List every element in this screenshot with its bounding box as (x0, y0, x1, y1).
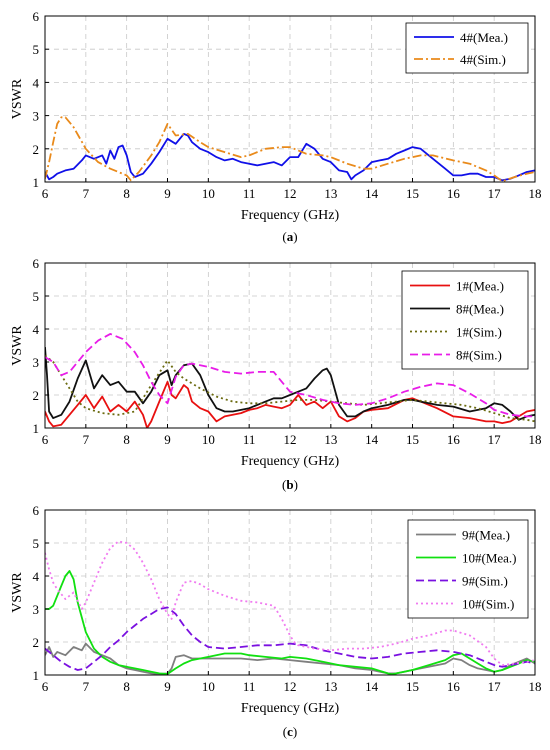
y-tick-label: 1 (33, 175, 40, 190)
legend-box (401, 270, 529, 370)
legend-entry: 4#(Sim.) (460, 52, 506, 67)
y-tick-label: 4 (33, 322, 40, 337)
y-tick-label: 1 (33, 421, 40, 436)
x-tick-label: 12 (284, 679, 297, 694)
legend-entry: 9#(Mea.) (462, 528, 510, 543)
x-axis-label: Frequency (GHz) (241, 454, 340, 469)
y-axis-label: VSWR (10, 325, 25, 366)
x-tick-label: 18 (529, 186, 542, 201)
y-tick-label: 5 (33, 536, 40, 551)
y-tick-label: 6 (33, 9, 40, 24)
legend: 1#(Mea.) 8#(Mea.) 1#(Sim.) 8#(Sim.) (401, 270, 529, 370)
x-tick-label: 8 (123, 186, 130, 201)
legend-box (407, 519, 529, 619)
x-tick-label: 9 (164, 679, 171, 694)
legend-entry: 1#(Sim.) (456, 325, 502, 340)
y-tick-label: 6 (33, 503, 40, 518)
legend-entry: 9#(Sim.) (462, 574, 508, 589)
legend-box (405, 22, 529, 74)
panel-caption: (b) (282, 477, 298, 492)
x-tick-label: 15 (406, 186, 419, 201)
x-tick-label: 16 (447, 186, 461, 201)
legend-entry: 1#(Mea.) (456, 279, 504, 294)
x-tick-label: 17 (488, 432, 502, 447)
series-line-2-2 (45, 347, 535, 421)
y-tick-label: 3 (33, 602, 40, 617)
x-tick-label: 7 (83, 679, 90, 694)
legend-entry: 8#(Mea.) (456, 302, 504, 317)
legend-entry: 4#(Mea.) (460, 30, 508, 45)
x-tick-label: 7 (83, 432, 90, 447)
series-line-2-1 (45, 380, 535, 428)
series-line-3-3 (45, 606, 535, 671)
y-tick-label: 3 (33, 109, 40, 124)
x-tick-label: 13 (324, 432, 337, 447)
x-tick-label: 12 (284, 186, 297, 201)
legend-entry: 10#(Mea.) (462, 551, 517, 566)
y-tick-label: 4 (33, 75, 40, 90)
x-tick-label: 16 (447, 679, 461, 694)
legend: 4#(Mea.) 4#(Sim.) (405, 22, 529, 74)
series-line-3-2 (45, 570, 535, 675)
x-tick-label: 15 (406, 679, 419, 694)
series-line-3-1 (45, 642, 535, 675)
x-tick-label: 11 (243, 186, 256, 201)
y-tick-label: 2 (33, 635, 40, 650)
x-tick-label: 11 (243, 679, 256, 694)
x-tick-label: 10 (202, 186, 215, 201)
y-tick-label: 6 (33, 256, 40, 271)
x-tick-label: 7 (83, 186, 90, 201)
x-tick-label: 15 (406, 432, 419, 447)
x-tick-label: 12 (284, 432, 297, 447)
y-axis-label: VSWR (10, 572, 25, 613)
x-tick-label: 10 (202, 679, 215, 694)
series-line-3-4 (45, 540, 535, 666)
y-tick-label: 5 (33, 289, 40, 304)
x-tick-label: 14 (365, 432, 379, 447)
x-tick-label: 6 (42, 186, 49, 201)
x-tick-label: 14 (365, 186, 379, 201)
x-tick-label: 10 (202, 432, 215, 447)
x-axis-label: Frequency (GHz) (241, 701, 340, 716)
y-tick-label: 5 (33, 42, 40, 57)
y-tick-label: 4 (33, 569, 40, 584)
y-tick-label: 2 (33, 142, 40, 157)
x-tick-label: 18 (529, 679, 542, 694)
y-tick-label: 2 (33, 388, 40, 403)
series-line-1-2 (45, 116, 535, 182)
panel-caption: (a) (282, 229, 297, 244)
legend-entry: 10#(Sim.) (462, 597, 514, 612)
series-line-1-1 (45, 132, 535, 182)
x-tick-label: 13 (324, 186, 337, 201)
x-tick-label: 14 (365, 679, 379, 694)
panel-caption: (c) (283, 724, 297, 739)
x-tick-label: 17 (488, 186, 502, 201)
x-tick-label: 6 (42, 679, 49, 694)
legend-entry: 8#(Sim.) (456, 348, 502, 363)
y-tick-label: 1 (33, 668, 40, 683)
x-tick-label: 16 (447, 432, 461, 447)
series-line-2-4 (45, 332, 535, 418)
legend: 9#(Mea.) 10#(Mea.) 9#(Sim.) 10#(Sim.) (407, 519, 529, 619)
x-tick-label: 9 (164, 432, 171, 447)
x-axis-label: Frequency (GHz) (241, 208, 340, 223)
series-line-2-3 (45, 354, 535, 423)
x-tick-label: 18 (529, 432, 542, 447)
y-axis-label: VSWR (10, 78, 25, 119)
y-tick-label: 3 (33, 355, 40, 370)
x-tick-label: 13 (324, 679, 337, 694)
x-tick-label: 11 (243, 432, 256, 447)
x-tick-label: 8 (123, 679, 130, 694)
x-tick-label: 8 (123, 432, 130, 447)
x-tick-label: 17 (488, 679, 502, 694)
x-tick-label: 6 (42, 432, 49, 447)
x-tick-label: 9 (164, 186, 171, 201)
